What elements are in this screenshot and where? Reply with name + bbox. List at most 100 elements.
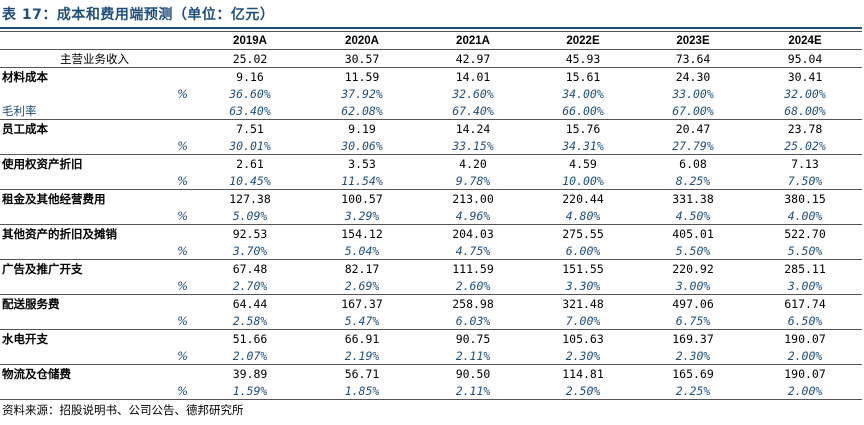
table-cell: 67.48	[194, 259, 306, 277]
column-header: 2022E	[528, 31, 638, 50]
row-label: 使用权资产折旧	[0, 154, 194, 172]
table-cell: 5.09%	[232, 208, 268, 223]
table-cell: 1.59%	[194, 382, 306, 400]
table-cell: 36.60%	[229, 86, 271, 101]
table-cell: 7.50%	[787, 173, 823, 188]
row-label: 水电开支	[0, 329, 194, 347]
table-cell: 62.08%	[341, 103, 383, 118]
table-cell: 2.19%	[344, 348, 380, 363]
table-cell: 56.71	[306, 364, 418, 382]
table-cell: 220.92	[638, 259, 748, 277]
table-cell: 100.57	[306, 189, 418, 207]
row-label: %	[0, 382, 194, 400]
ratio-row: % 3.70% 5.04% 4.75% 6.00% 5.50% 5.50%	[0, 242, 862, 260]
table-cell: 111.59	[418, 259, 528, 277]
table-cell: 4.59	[528, 154, 638, 172]
header-corner	[0, 31, 194, 50]
table-cell: 20.47	[638, 119, 748, 137]
table-cell: 285.11	[748, 259, 862, 277]
table-cell: 90.50	[418, 364, 528, 382]
table-cell: 3.30%	[565, 278, 601, 293]
table-cell: 42.97	[455, 51, 491, 66]
table-cell: 6.03%	[455, 313, 491, 328]
table-cell: 6.75%	[675, 313, 711, 328]
row-label: %	[177, 138, 188, 153]
table-cell: 380.15	[748, 189, 862, 207]
table-cell: 9.19	[306, 119, 418, 137]
value-row: 主营业务收入 25.02 30.57 42.97 45.93 73.64 95.04	[0, 50, 862, 68]
table-cell: 105.63	[528, 329, 638, 347]
table-cell: 321.48	[528, 294, 638, 312]
table-cell: 5.47%	[344, 313, 380, 328]
table-cell: 8.25%	[675, 173, 711, 188]
table-cell: 63.40%	[229, 103, 271, 118]
row-label: %	[177, 86, 188, 101]
table-cell: 4.96%	[455, 208, 491, 223]
table-cell: 25.02	[232, 51, 268, 66]
table-cell: 169.37	[638, 329, 748, 347]
table-cell: 6.00%	[565, 243, 601, 258]
table-cell: 2.11%	[455, 348, 491, 363]
value-row: 配送服务费 64.44 167.37 258.98 321.48 497.06 617.74	[0, 294, 862, 312]
ratio-row: % 5.09% 3.29% 4.96% 4.80% 4.50% 4.00%	[0, 207, 862, 225]
table-cell: 14.24	[418, 119, 528, 137]
row-label: 材料成本	[0, 67, 194, 85]
table-cell: 15.76	[528, 119, 638, 137]
table-cell: 33.00%	[672, 86, 714, 101]
table-cell: 2.30%	[565, 348, 601, 363]
row-label: %	[177, 313, 188, 328]
row-label: 配送服务费	[0, 294, 194, 312]
table-cell: 1.85%	[306, 382, 418, 400]
table-cell: 32.00%	[784, 86, 826, 101]
table-cell: 33.15%	[452, 138, 494, 153]
row-label: %	[177, 278, 188, 293]
table-cell: 7.51	[194, 119, 306, 137]
table-cell: 10.00%	[562, 173, 604, 188]
row-label: %	[177, 243, 188, 258]
value-row: 广告及推广开支 67.48 82.17 111.59 151.55 220.92 285.1…	[0, 259, 862, 277]
table-cell: 7.00%	[565, 313, 601, 328]
table-cell: 6.08	[638, 154, 748, 172]
table-cell: 617.74	[748, 294, 862, 312]
table-cell: 4.20	[418, 154, 528, 172]
table-cell: 4.80%	[565, 208, 601, 223]
table-cell: 190.07	[748, 364, 862, 382]
table-cell: 3.00%	[675, 278, 711, 293]
table-cell: 7.13	[748, 154, 862, 172]
title-underline	[0, 27, 862, 29]
table-cell: 331.38	[638, 189, 748, 207]
table-cell: 82.17	[306, 259, 418, 277]
table-cell: 2.11%	[418, 382, 528, 400]
ratio-row: % 30.01% 30.06% 33.15% 34.31% 27.79% 25.02%	[0, 137, 862, 155]
table-cell: 24.30	[638, 67, 748, 85]
table-cell: 66.91	[306, 329, 418, 347]
ratio-row: % 10.45% 11.54% 9.78% 10.00% 8.25% 7.50%	[0, 172, 862, 190]
table-cell: 114.81	[528, 364, 638, 382]
table-cell: 258.98	[418, 294, 528, 312]
table-cell: 522.70	[748, 224, 862, 242]
column-header: 2024E	[748, 31, 862, 50]
table-cell: 151.55	[528, 259, 638, 277]
table-cell: 90.75	[418, 329, 528, 347]
table-cell: 30.57	[344, 51, 380, 66]
value-row: 租金及其他经营费用 127.38 100.57 213.00 220.44 331.38 3…	[0, 189, 862, 207]
table-cell: 2.70%	[232, 278, 268, 293]
table-cell: 190.07	[748, 329, 862, 347]
table-cell: 9.16	[194, 67, 306, 85]
table-cell: 27.79%	[672, 138, 714, 153]
table-cell: 2.07%	[232, 348, 268, 363]
table-cell: 2.60%	[455, 278, 491, 293]
table-cell: 3.53	[306, 154, 418, 172]
table-cell: 37.92%	[341, 86, 383, 101]
table-cell: 11.54%	[341, 173, 383, 188]
table-cell: 30.41	[748, 67, 862, 85]
table-cell: 6.50%	[787, 313, 823, 328]
table-cell: 9.78%	[455, 173, 491, 188]
table-cell: 14.01	[418, 67, 528, 85]
table-cell: 2.25%	[638, 382, 748, 400]
value-row: 水电开支 51.66 66.91 90.75 105.63 169.37 190.07	[0, 329, 862, 347]
table-cell: 2.50%	[528, 382, 638, 400]
table-cell: 92.53	[194, 224, 306, 242]
value-row: 使用权资产折旧 2.61 3.53 4.20 4.59 6.08 7.13	[0, 154, 862, 172]
table-cell: 4.00%	[787, 208, 823, 223]
